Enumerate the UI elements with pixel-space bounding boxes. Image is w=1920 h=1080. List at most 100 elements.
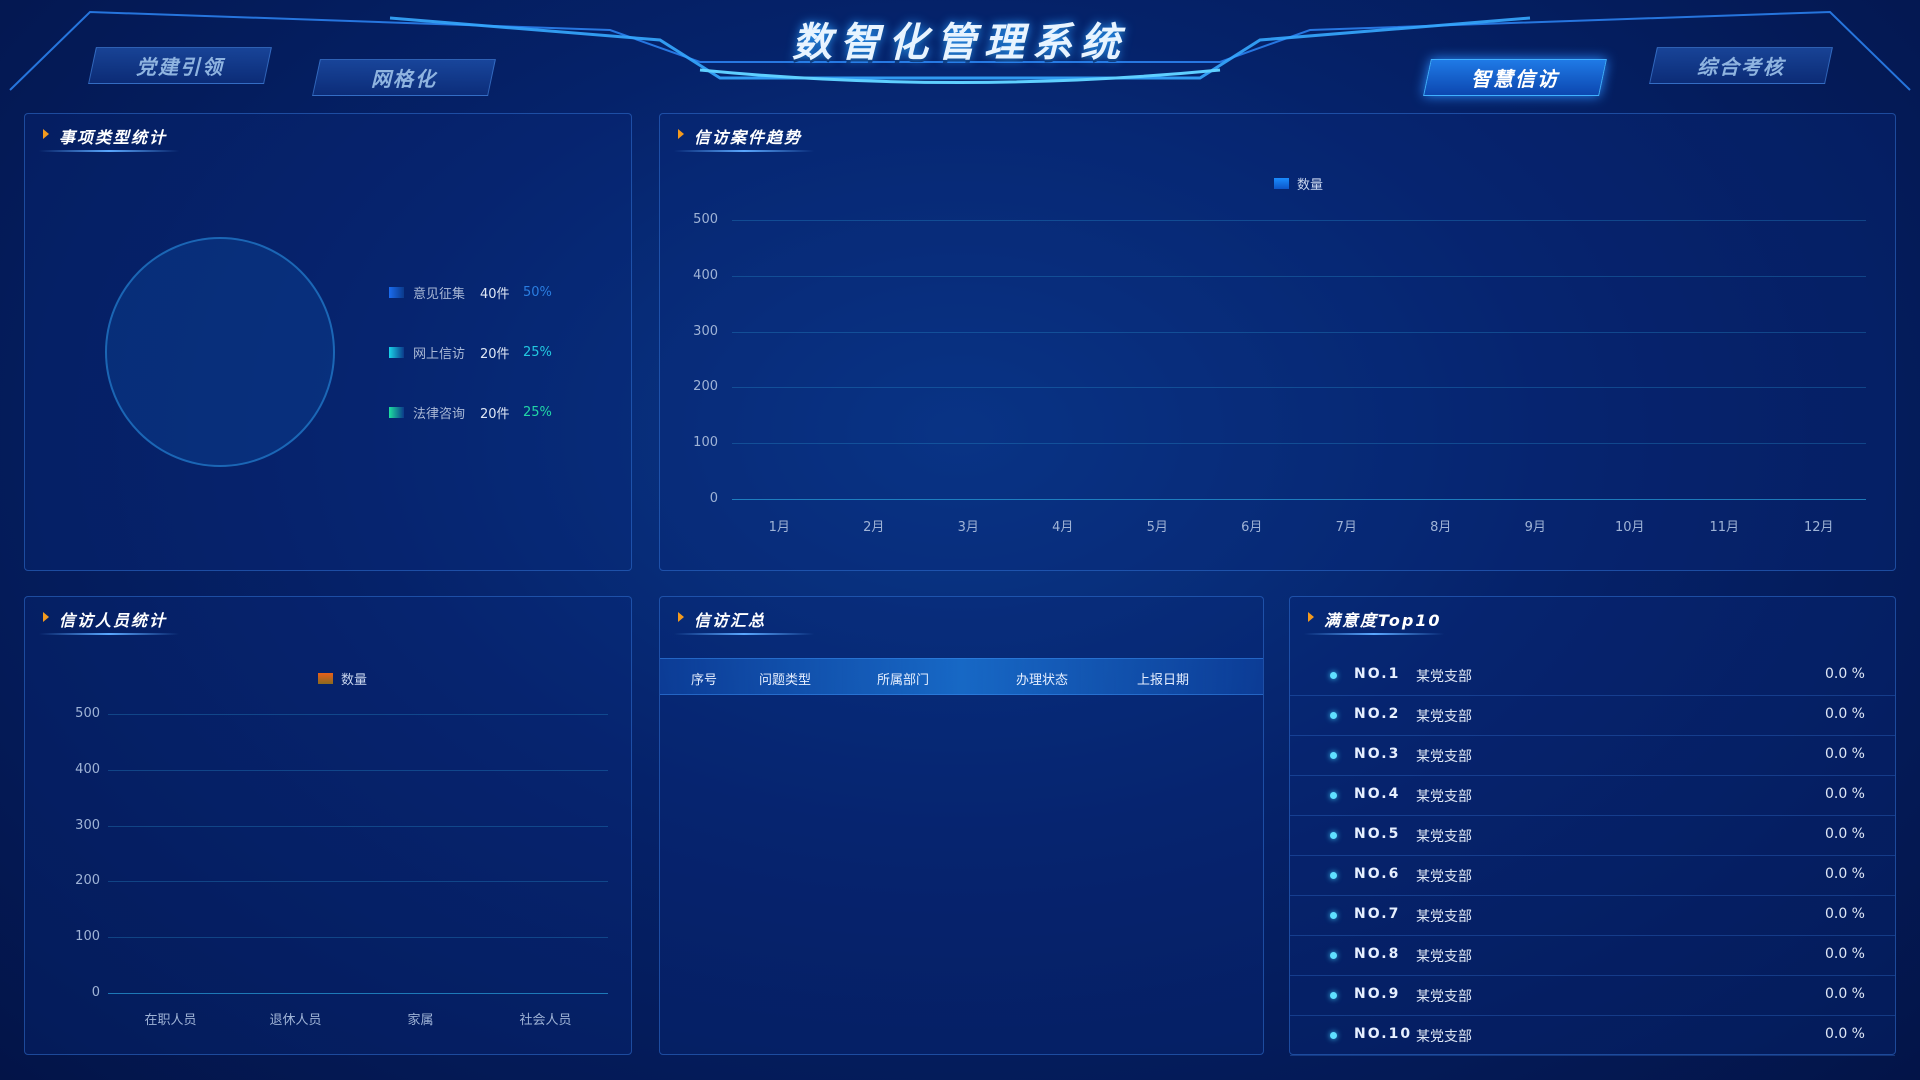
dept-name: 某党支部	[1416, 829, 1472, 845]
list-item[interactable]: NO.9 某党支部 0.0 %	[1290, 976, 1895, 1016]
slice-percent: 25%	[523, 344, 552, 360]
trend-panel: 信访案件趋势 数量 0 100 200 300 400 500 1月 2月 3月 4月 5月 6月 7月…	[659, 113, 1896, 571]
rank: NO.2	[1354, 706, 1401, 722]
bullet-icon	[1330, 712, 1337, 719]
list-item[interactable]: NO.5 某党支部 0.0 %	[1290, 816, 1895, 856]
y-tick-label: 100	[693, 435, 718, 451]
gridline	[108, 881, 608, 883]
satisfaction-value: 0.0 %	[1824, 666, 1865, 682]
slice-percent: 50%	[523, 284, 552, 300]
y-tick-label: 300	[75, 817, 100, 833]
dept-name: 某党支部	[1416, 669, 1472, 685]
pie-legend-item[interactable]: 网上信访 20件 25%	[389, 342, 552, 362]
bullet-icon	[1330, 872, 1337, 879]
header-frame	[9, 10, 1911, 91]
x-tick-label: 退休人员	[269, 1013, 322, 1028]
legend-swatch	[389, 346, 404, 358]
column-header: 问题类型	[758, 673, 812, 688]
y-tick-label: 200	[693, 379, 718, 395]
gridline	[732, 443, 1866, 445]
gridline	[108, 714, 608, 715]
panel-title: 信访汇总	[674, 607, 815, 635]
satisfaction-value: 0.0 %	[1824, 746, 1865, 762]
panel-title: 信访人员统计	[39, 607, 180, 635]
x-tick-label: 社会人员	[519, 1013, 572, 1028]
column-header: 办理状态	[1015, 673, 1069, 688]
chart-legend[interactable]: 数量	[318, 669, 367, 688]
list-item[interactable]: NO.1 某党支部 0.0 %	[1290, 656, 1895, 696]
list-item[interactable]: NO.10 某党支部 0.0 %	[1290, 1016, 1895, 1056]
satisfaction-value: 0.0 %	[1824, 826, 1865, 842]
gridline	[732, 275, 1866, 277]
dept-name: 某党支部	[1416, 789, 1472, 805]
panel-title: 信访案件趋势	[674, 124, 815, 152]
x-tick-label: 在职人员	[144, 1013, 197, 1028]
rank: NO.9	[1354, 986, 1401, 1002]
chart-legend[interactable]: 数量	[1274, 174, 1323, 193]
bullet-icon	[1330, 1032, 1337, 1039]
legend-swatch	[1274, 178, 1289, 189]
y-tick-label: 0	[709, 491, 718, 506]
x-tick-label: 2月	[863, 520, 885, 535]
y-tick-label: 300	[693, 323, 718, 339]
gridline	[732, 499, 1866, 500]
list-item[interactable]: NO.4 某党支部 0.0 %	[1290, 776, 1895, 816]
bullet-icon	[1330, 952, 1337, 959]
x-tick-label: 5月	[1146, 520, 1168, 535]
satisfaction-value: 0.0 %	[1824, 1026, 1865, 1042]
bullet-icon	[1330, 912, 1337, 919]
list-item[interactable]: NO.2 某党支部 0.0 %	[1290, 696, 1895, 736]
slice-count: 20件	[480, 406, 510, 422]
dept-name: 某党支部	[1416, 749, 1472, 765]
x-tick-label: 6月	[1241, 520, 1263, 535]
legend-swatch	[389, 406, 404, 418]
type-stats-panel: 事项类型统计 意见征集 40件 50% 网上信访 20件 25% 法律咨询 20件 25%	[24, 113, 632, 571]
rank: NO.4	[1354, 786, 1401, 802]
nav-grid[interactable]: 网格化	[312, 59, 496, 96]
legend-swatch	[318, 673, 333, 684]
legend-label: 数量	[341, 673, 368, 688]
x-tick-label: 1月	[768, 520, 790, 535]
satisfaction-value: 0.0 %	[1824, 786, 1865, 802]
satisfaction-value: 0.0 %	[1824, 706, 1865, 722]
nav-smart-petition[interactable]: 智慧信访	[1423, 59, 1607, 96]
slice-name: 网上信访	[413, 346, 466, 362]
list-item[interactable]: NO.8 某党支部 0.0 %	[1290, 936, 1895, 976]
gridline	[108, 993, 608, 994]
rank: NO.7	[1354, 906, 1401, 922]
column-header: 上报日期	[1136, 673, 1190, 688]
x-tick-label: 4月	[1052, 520, 1074, 535]
rank: NO.3	[1354, 746, 1401, 762]
donut-chart	[105, 237, 335, 467]
list-item[interactable]: NO.7 某党支部 0.0 %	[1290, 896, 1895, 936]
header: 数智化管理系统 党建引领 网格化 智慧信访 综合考核	[0, 0, 1920, 110]
rank: NO.5	[1354, 826, 1401, 842]
nav-party-building[interactable]: 党建引领	[88, 47, 272, 84]
pie-legend-item[interactable]: 法律咨询 20件 25%	[389, 402, 552, 422]
panel-title: 满意度Top10	[1304, 607, 1444, 635]
y-tick-label: 0	[91, 985, 100, 1000]
pie-legend-item[interactable]: 意见征集 40件 50%	[389, 282, 552, 302]
legend-swatch	[389, 286, 404, 298]
list-item[interactable]: NO.3 某党支部 0.0 %	[1290, 736, 1895, 776]
gridline	[108, 825, 608, 827]
x-tick-label: 10月	[1614, 520, 1645, 535]
nav-assessment[interactable]: 综合考核	[1649, 47, 1833, 84]
y-tick-label: 100	[75, 929, 100, 945]
bullet-icon	[1330, 672, 1337, 679]
x-tick-label: 7月	[1335, 520, 1357, 535]
x-tick-label: 8月	[1430, 520, 1452, 535]
page-title: 数智化管理系统	[792, 20, 1128, 66]
y-tick-label: 500	[693, 212, 718, 227]
rank: NO.8	[1354, 946, 1401, 962]
dept-name: 某党支部	[1416, 989, 1472, 1005]
gridline	[108, 769, 608, 771]
nav-label: 综合考核	[1697, 55, 1785, 79]
list-item[interactable]: NO.6 某党支部 0.0 %	[1290, 856, 1895, 896]
x-tick-label: 3月	[957, 520, 979, 535]
slice-count: 40件	[480, 286, 510, 302]
legend-label: 数量	[1297, 178, 1324, 193]
y-tick-label: 400	[693, 267, 718, 283]
gridline	[732, 220, 1866, 221]
bullet-icon	[1330, 752, 1337, 759]
